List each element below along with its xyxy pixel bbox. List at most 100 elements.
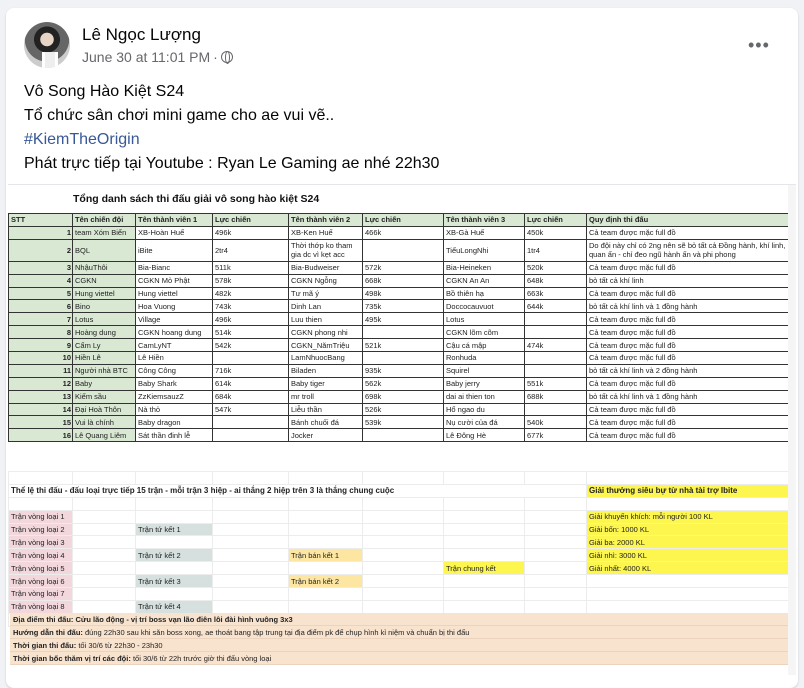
avatar[interactable]: [24, 22, 70, 68]
scrollbar: [788, 185, 796, 675]
empty-cell: [212, 471, 289, 485]
cell: Cả team được mặc full đồ: [586, 260, 793, 275]
cell: Bồ thiên hạ: [443, 286, 525, 301]
column-header: Tên thành viên 1: [135, 213, 213, 227]
cell: 496k: [212, 225, 289, 240]
info-label: Hướng dẫn thi đấu:: [13, 628, 83, 637]
table-row: 6 Bino Hoa Vuong 743k Dinh Lan 735k Doccocauvu…: [8, 299, 793, 314]
prize-item: Giải nhất: 4000 KL: [586, 561, 793, 576]
grid-row: Trận vòng loại 4 Trận tứ kết 2 Trận bán kế…: [8, 548, 793, 563]
header-row: STT Tên chiến đội Tên thành viên 1 Lực chiế…: [8, 213, 793, 227]
empty-cell: [135, 509, 213, 524]
cell: [362, 325, 444, 340]
cell: 572k: [362, 260, 444, 275]
hashtag-link[interactable]: #KiemTheOrigin: [24, 131, 140, 148]
post-time[interactable]: June 30 at 11:01 PM: [82, 49, 211, 65]
empty-cell: [135, 561, 213, 576]
stt-cell: 16: [8, 428, 73, 443]
cell: 511k: [212, 260, 289, 275]
cell: 716k: [212, 363, 289, 378]
cell: Người nhà BTC: [72, 363, 136, 378]
empty-cell: [212, 599, 289, 614]
cell: NhậuThôi: [72, 260, 136, 275]
more-options-button[interactable]: •••: [748, 35, 770, 55]
empty-cell: [443, 496, 525, 511]
empty-cell: [212, 574, 289, 589]
cell: 474k: [524, 338, 587, 353]
separator: ·: [213, 49, 218, 65]
empty-cell: [443, 471, 525, 485]
cell: Nà thỏ: [135, 402, 213, 417]
cell: 498k: [362, 286, 444, 301]
cell: Liễu thần: [288, 402, 363, 417]
cell: CGKN Ngỗng: [288, 273, 363, 288]
globe-icon: [220, 51, 233, 64]
cell: 1tr4: [524, 238, 587, 262]
quarterfinal-match: Trận tứ kết 1: [135, 522, 213, 537]
table-row: 3 NhậuThôi Bia-Bianc 511k Bia-Budweiser 572k B…: [8, 260, 793, 275]
cell: Baby: [72, 376, 136, 391]
cell: 562k: [362, 376, 444, 391]
empty-cell: [135, 496, 213, 511]
empty-cell: [212, 522, 289, 537]
table-row: 4 CGKN CGKN Mỏ Phật 578k CGKN Ngỗng 668k CGKN …: [8, 273, 793, 288]
cell: 2tr4: [212, 238, 289, 262]
prize-item: Giải ba: 2000 KL: [586, 535, 793, 550]
cell: Cả team được mặc full đồ: [586, 402, 793, 417]
empty-cell: [288, 471, 363, 485]
column-header: Tên thành viên 3: [443, 213, 525, 227]
table-row: 10 Hiền Lê Lê Hiền LamNhuocBang Ronhuda Cả te…: [8, 351, 793, 365]
stt-cell: 1: [8, 225, 73, 240]
cell: Squirel: [443, 363, 525, 378]
cell: Biladen: [288, 363, 363, 378]
cell: Baby jerry: [443, 376, 525, 391]
grid-row: Trận vòng loại 2 Trận tứ kết 1 Giải bốn: 1…: [8, 522, 793, 537]
cell: [524, 363, 587, 378]
column-header: Quy định thi đấu: [586, 213, 793, 227]
qualifier-match: Trận vòng loại 7: [8, 587, 73, 601]
column-header: Lực chiến: [212, 213, 289, 227]
cell: Luu thien: [288, 312, 363, 327]
info-label: Thời gian bốc thăm vị trí các đội:: [13, 654, 131, 663]
cell: CGKN phong nhi: [288, 325, 363, 340]
info-line: Thời gian bốc thăm vị trí các đội: tối 3…: [10, 652, 794, 665]
cell: Bánh chuối đá: [288, 415, 363, 430]
post-line: Vô Song Hào Kiệt S24: [24, 83, 185, 100]
empty-cell: [362, 509, 444, 524]
author-name[interactable]: Lê Ngọc Lượng: [82, 25, 201, 44]
empty-cell: [72, 471, 136, 485]
cell: Baby Shark: [135, 376, 213, 391]
empty-cell: [524, 471, 587, 485]
empty-cell: [362, 599, 444, 614]
cell: 614k: [212, 376, 289, 391]
stt-cell: 14: [8, 402, 73, 417]
cell: [212, 428, 289, 443]
empty-cell: [212, 561, 289, 576]
column-header: Lực chiến: [524, 213, 587, 227]
cell: Cả team được mặc full đồ: [586, 325, 793, 340]
cell: 935k: [362, 363, 444, 378]
empty-cell: [362, 522, 444, 537]
cell: Công Công: [135, 363, 213, 378]
grid-row: Trận vòng loại 7: [8, 587, 793, 601]
stt-cell: 10: [8, 351, 73, 365]
empty-cell: [288, 509, 363, 524]
empty-cell: [524, 561, 587, 576]
spreadsheet-image[interactable]: Tổng danh sách thi đấu giải vô song hào …: [8, 184, 796, 675]
cell: Lotus: [72, 312, 136, 327]
empty-cell: [443, 522, 525, 537]
cell: 542k: [212, 338, 289, 353]
cell: Lê Hiền: [135, 351, 213, 365]
cell: 514k: [212, 325, 289, 340]
stt-cell: 3: [8, 260, 73, 275]
cell: Cả team được mặc full đồ: [586, 225, 793, 240]
cell: bỏ tất cả khí linh và 1 đồng hành: [586, 389, 793, 404]
cell: Hung viettel: [72, 286, 136, 301]
column-header: Tên thành viên 2: [288, 213, 363, 227]
grid-row: Trận vòng loại 5 Trận chung kết Giải nhất:…: [8, 561, 793, 576]
empty-cell: [72, 522, 136, 537]
qualifier-match: Trận vòng loại 1: [8, 509, 73, 524]
stt-cell: 8: [8, 325, 73, 340]
empty-cell: [586, 587, 793, 601]
quarterfinal-match: Trận tứ kết 4: [135, 599, 213, 614]
